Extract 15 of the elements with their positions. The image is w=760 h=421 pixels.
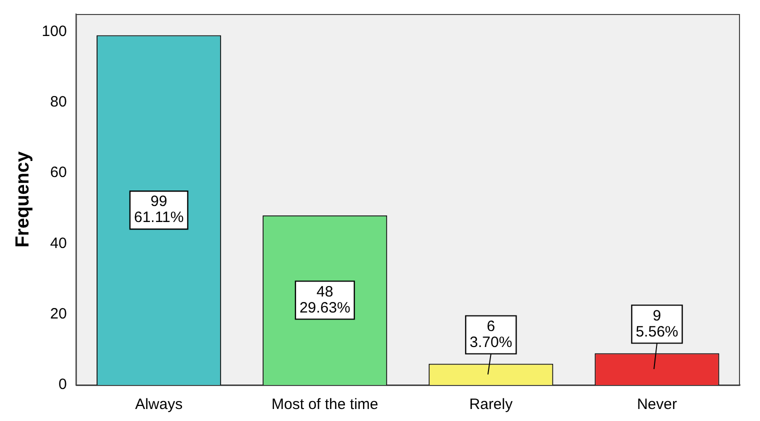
x-tick-label: Never [636,396,677,414]
x-tick-label: Always [135,396,183,414]
data-label: 6 3.70% [470,318,512,351]
y-axis-title: Frequency [12,151,34,248]
y-tick-label: 0 [58,376,67,394]
y-tick-label: 60 [50,164,67,182]
data-label: 9 5.56% [636,307,678,340]
x-tick-label: Most of the time [272,396,378,414]
y-tick-label: 100 [42,22,67,40]
x-tick-label: Rarely [469,396,514,414]
data-label: 48 29.63% [299,283,350,316]
data-label: 99 61.11% [134,193,184,226]
y-tick-label: 40 [50,234,67,252]
y-tick-label: 20 [50,305,67,322]
y-tick-label: 80 [50,93,67,110]
